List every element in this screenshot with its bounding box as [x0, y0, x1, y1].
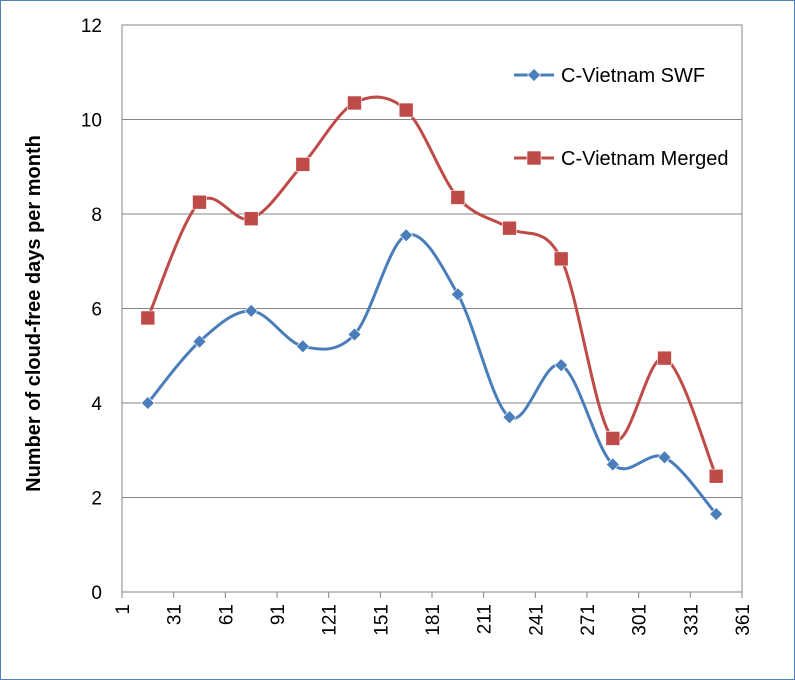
- y-axis-label: Number of cloud-free days per month: [23, 135, 45, 492]
- legend-item: C-Vietnam SWF: [514, 65, 705, 87]
- data-point: [347, 327, 362, 342]
- legend-label: C-Vietnam Merged: [561, 148, 728, 170]
- series-swf: [140, 228, 724, 521]
- x-tick-label: 271: [578, 604, 599, 636]
- legend-item: C-Vietnam Merged: [514, 148, 728, 170]
- data-point: [709, 507, 724, 521]
- data-point: [244, 303, 259, 318]
- x-tick-label: 121: [320, 604, 341, 636]
- data-point: [243, 211, 259, 227]
- x-tick-label: 61: [216, 604, 237, 625]
- y-tick-label: 0: [91, 583, 102, 604]
- x-tick-label: 151: [371, 604, 392, 636]
- series-layer: [140, 95, 724, 521]
- x-tick-label: 1: [113, 604, 134, 615]
- data-point: [605, 457, 620, 472]
- y-tick-label: 12: [81, 16, 102, 37]
- data-point: [450, 287, 465, 302]
- data-point: [347, 95, 362, 111]
- data-point: [553, 251, 569, 267]
- data-point: [708, 468, 724, 484]
- x-tick-label: 91: [268, 604, 289, 625]
- data-point: [657, 450, 672, 465]
- y-tick-label: 10: [81, 111, 102, 132]
- y-tick-label: 8: [91, 205, 102, 226]
- data-point: [554, 358, 569, 373]
- data-point: [399, 228, 414, 243]
- x-tick-label: 241: [526, 604, 547, 636]
- data-point: [605, 431, 621, 446]
- x-tick-label: 211: [475, 604, 496, 634]
- data-point: [450, 190, 466, 205]
- gridlines: [122, 24, 742, 593]
- x-tick-label: 181: [423, 604, 444, 636]
- data-point: [295, 157, 311, 172]
- y-tick-label: 6: [91, 300, 102, 321]
- data-point: [140, 310, 156, 326]
- legend: C-Vietnam SWF C-Vietnam Merged: [514, 65, 728, 170]
- data-point: [295, 339, 310, 354]
- series-merged: [140, 95, 724, 484]
- legend-marker: [526, 150, 542, 166]
- series-line: [146, 95, 718, 477]
- data-point: [502, 220, 517, 236]
- x-tick-label: 301: [630, 604, 651, 636]
- x-tick-label: 331: [681, 604, 702, 636]
- data-point: [140, 396, 155, 410]
- data-point: [657, 350, 672, 366]
- data-point: [192, 194, 207, 210]
- data-point: [398, 102, 414, 118]
- legend-marker: [527, 68, 541, 82]
- legend-label: C-Vietnam SWF: [561, 65, 705, 87]
- data-point: [192, 334, 207, 349]
- y-tick-label: 2: [91, 489, 102, 510]
- x-tick-label: 361: [733, 604, 754, 636]
- y-tick-label: 4: [91, 394, 102, 415]
- series-line: [146, 232, 718, 516]
- data-point: [502, 410, 517, 425]
- x-tick-label: 31: [165, 604, 186, 625]
